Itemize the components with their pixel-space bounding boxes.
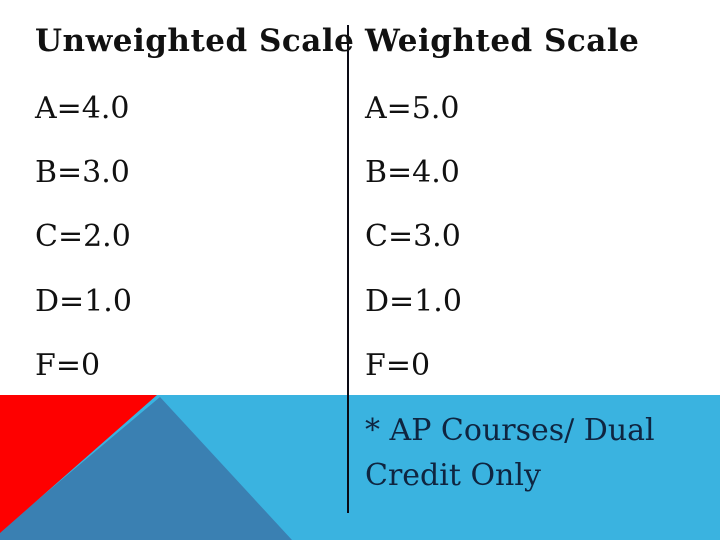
unweighted-scale-heading: Unweighted Scale <box>35 23 355 59</box>
grade-row: A=5.0 <box>365 91 460 126</box>
footnote-line-2: Credit Only <box>365 458 541 493</box>
grade-row: A=4.0 <box>35 91 130 126</box>
grade-row: B=3.0 <box>35 155 130 190</box>
grade-row: D=1.0 <box>35 284 132 319</box>
grade-row: F=0 <box>365 348 431 383</box>
footnote: * AP Courses/ Dual Credit Only <box>365 408 695 498</box>
grade-row: F=0 <box>35 348 101 383</box>
grade-row: C=2.0 <box>35 219 131 254</box>
column-divider <box>347 25 349 513</box>
grade-row: C=3.0 <box>365 219 461 254</box>
footnote-line-1: * AP Courses/ Dual <box>365 413 655 448</box>
grade-row: B=4.0 <box>365 155 460 190</box>
weighted-scale-heading: Weighted Scale <box>365 23 640 59</box>
grade-row: D=1.0 <box>365 284 462 319</box>
